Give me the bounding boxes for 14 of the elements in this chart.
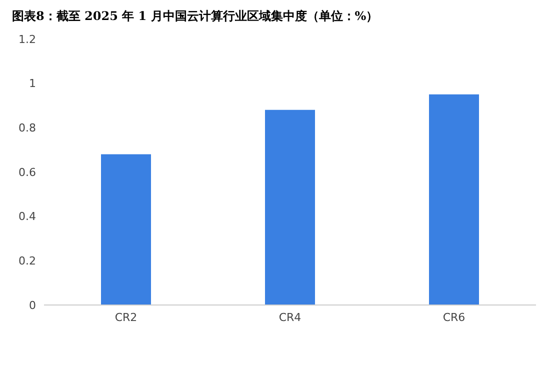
y-tick-label: 0.4 — [18, 210, 36, 224]
y-tick-label: 0 — [29, 298, 36, 312]
y-tick-label: 0.6 — [18, 166, 36, 179]
y-tick-label: 1 — [29, 77, 36, 90]
bar — [265, 110, 315, 305]
y-tick-label: 0.2 — [18, 254, 36, 268]
x-tick-label: CR6 — [442, 310, 466, 324]
bar — [429, 94, 479, 305]
bar — [101, 154, 151, 305]
y-tick-label: 1.2 — [18, 32, 36, 46]
chart-title: 图表8：截至 2025 年 1 月中国云计算行业区域集中度（单位：%） — [12, 8, 380, 25]
x-tick-label: CR2 — [114, 310, 138, 324]
x-tick-label: CR4 — [278, 310, 302, 324]
y-tick-label: 0.8 — [18, 122, 36, 135]
